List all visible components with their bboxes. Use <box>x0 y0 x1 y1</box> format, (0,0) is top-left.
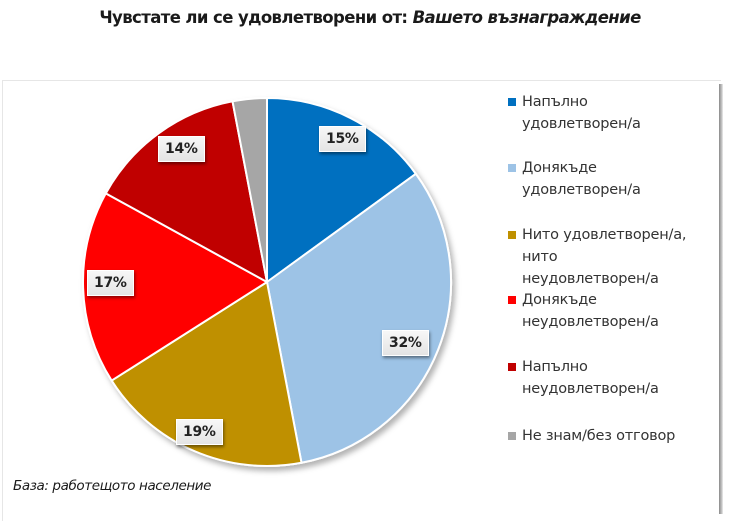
legend-item-no-answer: Не знам/без отговор <box>508 425 675 447</box>
legend-swatch-square-icon <box>508 432 516 440</box>
legend-label: Не знам/без отговор <box>522 428 676 444</box>
legend-swatch-square-icon <box>508 231 516 239</box>
legend-label: Нито удовлетворен/а, нито неудовлетворен… <box>522 227 687 287</box>
pie-slice <box>82 192 268 382</box>
chart-title-emphasis: Вашето възнаграждение <box>412 8 642 27</box>
legend-swatch-square-icon <box>508 296 516 304</box>
pie-chart <box>82 97 452 467</box>
pie-slice <box>104 100 268 283</box>
chart-title-prefix: Чувстате ли се удовлетворени от: <box>99 8 413 27</box>
slice-label-somewhat-dissatisfied: 17% <box>87 270 134 296</box>
slice-label-fully-satisfied: 15% <box>319 126 366 152</box>
chart-frame-shadow <box>719 84 723 514</box>
slice-label-fully-dissatisfied: 14% <box>158 136 205 162</box>
legend-item-fully-satisfied: Напълно удовлетворен/а <box>508 91 641 135</box>
pie-slice <box>231 97 268 283</box>
legend-label: Донякъде удовлетворен/а <box>522 160 641 198</box>
base-footnote: База: работещото население <box>13 478 212 494</box>
slice-label-neutral: 19% <box>176 419 223 445</box>
legend-label: Донякъде неудовлетворен/а <box>522 292 659 330</box>
legend-item-somewhat-satisfied: Донякъде удовлетворен/а <box>508 157 641 201</box>
pie-slices <box>82 97 452 467</box>
legend-item-fully-dissatisfied: Напълно неудовлетворен/а <box>508 356 659 400</box>
legend-item-somewhat-dissatisfied: Донякъде неудовлетворен/а <box>508 289 659 333</box>
pie-slice <box>266 172 452 464</box>
slice-label-somewhat-satisfied: 32% <box>382 330 429 356</box>
legend-swatch-square-icon <box>508 164 516 172</box>
legend-item-neutral: Нито удовлетворен/а, нито неудовлетворен… <box>508 224 687 290</box>
legend-label: Напълно неудовлетворен/а <box>522 359 659 397</box>
legend-label: Напълно удовлетворен/а <box>522 94 641 132</box>
chart-title: Чувстате ли се удовлетворени от: Вашето … <box>0 8 740 27</box>
pie-slice <box>110 281 303 467</box>
pie-slice <box>266 97 417 283</box>
legend-swatch-square-icon <box>508 98 516 106</box>
legend-swatch-square-icon <box>508 363 516 371</box>
